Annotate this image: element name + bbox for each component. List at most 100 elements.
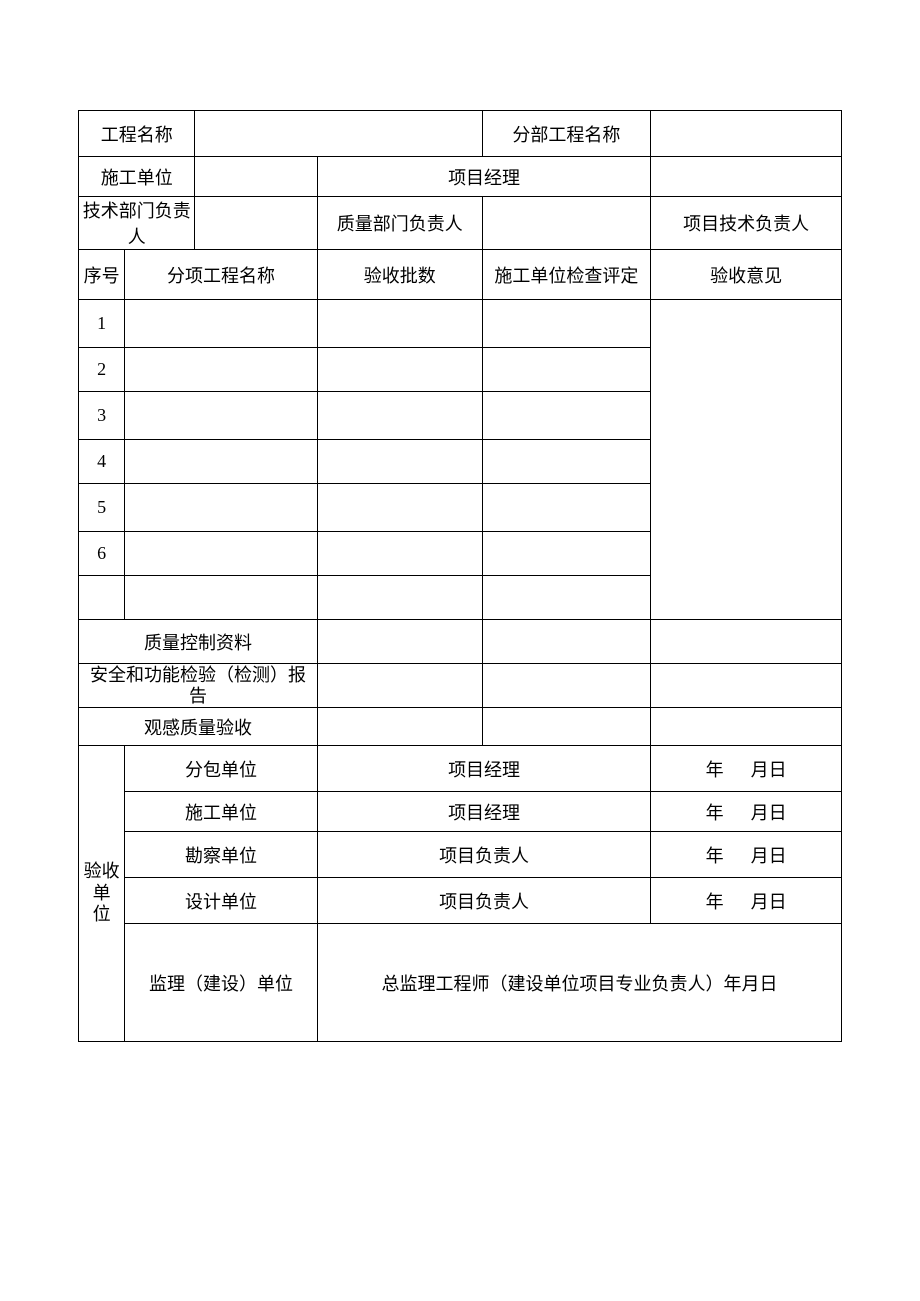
text-month-day: 月日 bbox=[751, 760, 787, 780]
cell-date-2: 年 月日 bbox=[651, 792, 842, 832]
cell-accept-opinion bbox=[651, 300, 842, 620]
table-row: 1 bbox=[79, 300, 842, 348]
row-acceptance-3: 勘察单位 项目负责人 年 月日 bbox=[79, 832, 842, 878]
text-year: 年 bbox=[706, 760, 724, 780]
value-subproject-name bbox=[651, 111, 842, 157]
value-project-name bbox=[195, 111, 482, 157]
row-construction-unit: 施工单位 项目经理 bbox=[79, 157, 842, 197]
label-project-name: 工程名称 bbox=[79, 111, 195, 157]
text-month-day: 月日 bbox=[751, 846, 787, 866]
value-safety-report-2 bbox=[482, 664, 651, 708]
label-safety-report-l1: 安全和功能检验（检测）报 bbox=[90, 665, 306, 685]
value-visual-quality-3 bbox=[651, 708, 842, 746]
cell-name bbox=[125, 440, 318, 484]
row-quality-docs: 质量控制资料 bbox=[79, 620, 842, 664]
cell-eval bbox=[482, 484, 651, 532]
text-month-day: 月日 bbox=[751, 892, 787, 912]
label-quality-dept-head: 质量部门负责人 bbox=[317, 197, 482, 250]
cell-seq: 1 bbox=[79, 300, 125, 348]
value-safety-report-3 bbox=[651, 664, 842, 708]
cell-eval bbox=[482, 348, 651, 392]
value-visual-quality-1 bbox=[317, 708, 482, 746]
cell-unit-3: 勘察单位 bbox=[125, 832, 318, 878]
label-acceptance-unit: 验收单 位 bbox=[79, 746, 125, 1042]
cell-name bbox=[125, 348, 318, 392]
cell-role-2: 项目经理 bbox=[317, 792, 650, 832]
label-safety-report: 安全和功能检验（检测）报 告 bbox=[79, 664, 318, 708]
cell-name bbox=[125, 484, 318, 532]
cell-name bbox=[125, 392, 318, 440]
cell-batches bbox=[317, 532, 482, 576]
label-visual-quality: 观感质量验收 bbox=[79, 708, 318, 746]
cell-batches bbox=[317, 348, 482, 392]
page-container: 工程名称 分部工程名称 施工单位 项目经理 技术部门负责人 质量部门负责人 项目… bbox=[0, 0, 920, 1042]
cell-seq: 6 bbox=[79, 532, 125, 576]
cell-seq bbox=[79, 576, 125, 620]
text-month-day: 月日 bbox=[751, 803, 787, 823]
value-quality-docs-2 bbox=[482, 620, 651, 664]
cell-date-3: 年 月日 bbox=[651, 832, 842, 878]
label-construction-unit: 施工单位 bbox=[79, 157, 195, 197]
label-acceptance-unit-l2: 位 bbox=[93, 904, 111, 924]
th-batches: 验收批数 bbox=[317, 250, 482, 300]
row-project-name: 工程名称 分部工程名称 bbox=[79, 111, 842, 157]
label-tech-dept-head: 技术部门负责人 bbox=[79, 197, 195, 250]
cell-batches bbox=[317, 300, 482, 348]
value-project-manager bbox=[651, 157, 842, 197]
label-project-manager: 项目经理 bbox=[317, 157, 650, 197]
value-tech-dept-head bbox=[195, 197, 317, 250]
row-acceptance-4: 设计单位 项目负责人 年 月日 bbox=[79, 878, 842, 924]
cell-name bbox=[125, 576, 318, 620]
cell-seq: 5 bbox=[79, 484, 125, 532]
cell-eval bbox=[482, 532, 651, 576]
cell-batches bbox=[317, 576, 482, 620]
label-acceptance-unit-l1: 验收单 bbox=[84, 861, 120, 903]
value-quality-docs-1 bbox=[317, 620, 482, 664]
cell-batches bbox=[317, 440, 482, 484]
cell-seq: 4 bbox=[79, 440, 125, 484]
cell-unit-2: 施工单位 bbox=[125, 792, 318, 832]
text-year: 年 bbox=[706, 846, 724, 866]
cell-batches bbox=[317, 392, 482, 440]
cell-role-4: 项目负责人 bbox=[317, 878, 650, 924]
label-project-tech-head: 项目技术负责人 bbox=[651, 197, 842, 250]
cell-name bbox=[125, 300, 318, 348]
row-acceptance-2: 施工单位 项目经理 年 月日 bbox=[79, 792, 842, 832]
row-visual-quality: 观感质量验收 bbox=[79, 708, 842, 746]
cell-role-1: 项目经理 bbox=[317, 746, 650, 792]
cell-seq: 2 bbox=[79, 348, 125, 392]
cell-unit-5: 监理（建设）单位 bbox=[125, 924, 318, 1042]
cell-eval bbox=[482, 392, 651, 440]
value-quality-dept-head bbox=[482, 197, 651, 250]
cell-eval bbox=[482, 576, 651, 620]
cell-date-4: 年 月日 bbox=[651, 878, 842, 924]
row-safety-report: 安全和功能检验（检测）报 告 bbox=[79, 664, 842, 708]
row-acceptance-5: 监理（建设）单位 总监理工程师（建设单位项目专业负责人）年月日 bbox=[79, 924, 842, 1042]
label-safety-report-l2: 告 bbox=[189, 686, 207, 706]
th-item-name: 分项工程名称 bbox=[125, 250, 318, 300]
cell-date-1: 年 月日 bbox=[651, 746, 842, 792]
cell-seq: 3 bbox=[79, 392, 125, 440]
acceptance-form-table: 工程名称 分部工程名称 施工单位 项目经理 技术部门负责人 质量部门负责人 项目… bbox=[78, 110, 842, 1042]
cell-eval bbox=[482, 300, 651, 348]
row-table-head: 序号 分项工程名称 验收批数 施工单位检查评定 验收意见 bbox=[79, 250, 842, 300]
value-construction-unit bbox=[195, 157, 317, 197]
value-quality-docs-3 bbox=[651, 620, 842, 664]
th-seq: 序号 bbox=[79, 250, 125, 300]
cell-role-5: 总监理工程师（建设单位项目专业负责人）年月日 bbox=[317, 924, 841, 1042]
label-quality-docs: 质量控制资料 bbox=[79, 620, 318, 664]
text-year: 年 bbox=[706, 803, 724, 823]
cell-name bbox=[125, 532, 318, 576]
row-dept-heads: 技术部门负责人 质量部门负责人 项目技术负责人 bbox=[79, 197, 842, 250]
value-safety-report-1 bbox=[317, 664, 482, 708]
th-unit-eval: 施工单位检查评定 bbox=[482, 250, 651, 300]
value-visual-quality-2 bbox=[482, 708, 651, 746]
cell-unit-1: 分包单位 bbox=[125, 746, 318, 792]
cell-eval bbox=[482, 440, 651, 484]
row-acceptance-1: 验收单 位 分包单位 项目经理 年 月日 bbox=[79, 746, 842, 792]
text-year: 年 bbox=[706, 892, 724, 912]
cell-batches bbox=[317, 484, 482, 532]
cell-role-3: 项目负责人 bbox=[317, 832, 650, 878]
cell-unit-4: 设计单位 bbox=[125, 878, 318, 924]
label-subproject-name: 分部工程名称 bbox=[482, 111, 651, 157]
